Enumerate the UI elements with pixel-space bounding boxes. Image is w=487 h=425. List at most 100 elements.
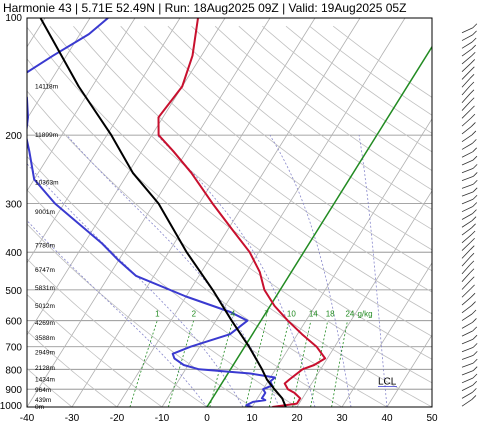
wind-barb (461, 318, 477, 329)
dry-adiabat (27, 155, 343, 407)
isotherm-line (27, 18, 226, 336)
barb-flag (472, 172, 478, 177)
temperature-tick-label: -30 (65, 413, 80, 424)
wind-barb (461, 351, 478, 360)
temperature-tick-label: 50 (426, 413, 438, 424)
barb-flag (471, 130, 477, 136)
dry-adiabat (27, 122, 388, 407)
height-label: 6747m (35, 267, 55, 274)
barb-staff (461, 338, 474, 345)
height-label: 10363m (35, 180, 59, 187)
barb-staff (461, 241, 471, 251)
mixing-ratio-line (310, 320, 329, 407)
isotherm-line (116, 18, 361, 407)
barb-staff (461, 227, 472, 236)
barb-staff (461, 27, 474, 34)
wind-barb (461, 139, 477, 150)
wind-barb (461, 44, 477, 57)
barb-flag (472, 164, 478, 169)
barb-flag (469, 89, 475, 95)
barb-staff (461, 256, 471, 267)
barb-flag (470, 284, 475, 290)
wind-barb (461, 326, 478, 337)
temperature-curve (157, 18, 327, 407)
barb-flag (472, 139, 477, 144)
barb-staff (461, 78, 471, 88)
barb-staff (461, 151, 473, 158)
dry-adiabat (144, 25, 432, 251)
barb-staff (461, 384, 473, 391)
lcl-label: LCL (378, 377, 397, 388)
barb-flag (472, 30, 477, 36)
barb-flag (472, 358, 478, 364)
barb-flag (471, 44, 477, 50)
barb-staff (461, 272, 471, 282)
barb-flag (472, 326, 478, 332)
isotherm-line (431, 406, 432, 407)
barb-staff (461, 234, 472, 244)
chart-title: Harmonie 43 | 5.71E 52.49N | Run: 18Aug2… (3, 1, 407, 15)
barb-staff (461, 48, 472, 57)
barb-staff (461, 370, 474, 376)
isotherm-line (27, 18, 136, 192)
barb-flag (472, 351, 478, 356)
barb-staff (461, 191, 474, 197)
pressure-tick-label: 800 (5, 365, 22, 376)
barb-flag (469, 252, 475, 258)
wind-barb (461, 366, 478, 376)
wind-barb (461, 216, 477, 228)
wind-barb (461, 37, 477, 49)
wind-barb (461, 147, 477, 158)
barb-flag (469, 74, 475, 79)
mixing-ratio-line (168, 320, 194, 407)
mixing-ratio-label: 1 (155, 310, 160, 319)
barb-staff (461, 213, 473, 220)
barb-flag (471, 37, 477, 43)
wind-barb (461, 284, 475, 298)
mixing-ratio-label: 24 (345, 310, 354, 319)
barb-flag (472, 147, 477, 153)
moist-adiabat (269, 134, 352, 407)
barb-flag (469, 268, 475, 274)
barb-staff (461, 347, 474, 353)
wind-barb (461, 164, 478, 174)
pressure-tick-label: 900 (5, 385, 22, 396)
wind-barb (461, 122, 476, 135)
dry-adiabat (96, 25, 432, 293)
barb-flag (470, 59, 476, 64)
barb-flag (472, 388, 477, 393)
barb-flag (470, 105, 475, 111)
barb-flag (469, 260, 475, 266)
barb-staff (461, 305, 472, 314)
barb-flag (472, 373, 478, 379)
height-label: 1434m (35, 377, 55, 384)
barb-flag (472, 202, 478, 207)
pressure-tick-label: 200 (5, 131, 22, 142)
isotherm-line (386, 334, 432, 407)
height-label: 2949m (35, 350, 55, 357)
wind-barb (461, 130, 477, 143)
isotherm-line (296, 190, 432, 407)
wind-barb (461, 237, 475, 251)
dry-adiabat (73, 25, 432, 315)
barb-staff (461, 134, 473, 143)
barb-staff (461, 101, 471, 111)
height-label: 5831m (35, 285, 55, 292)
pressure-tick-label: 500 (5, 286, 22, 297)
isotherm-line (251, 118, 432, 407)
mixing-ratio-label: 14 (309, 310, 318, 319)
barb-staff (461, 126, 472, 135)
pressure-tick-label: 1000 (0, 401, 22, 412)
dry-adiabat (191, 25, 432, 210)
dry-adiabat (214, 25, 432, 191)
barb-staff (461, 70, 471, 80)
mixing-ratio-line (331, 320, 348, 407)
parcel-curve (39, 18, 287, 407)
chart-labels: 1 2 4 7 10 14 18 24 g/kgLCL100200300400500600700… (0, 13, 438, 424)
barb-staff (461, 168, 474, 174)
wind-barb (461, 373, 478, 384)
wind-barb (461, 245, 475, 259)
barb-staff (461, 198, 474, 205)
barb-staff (461, 143, 473, 150)
wind-barb (461, 202, 478, 213)
